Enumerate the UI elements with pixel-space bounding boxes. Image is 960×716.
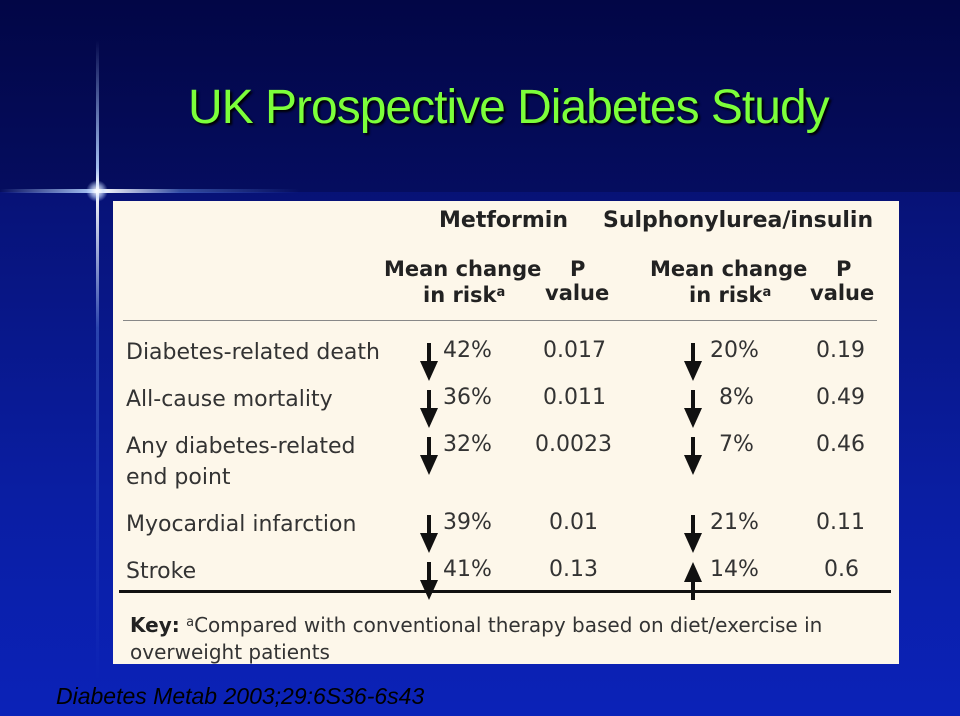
down-arrow-icon	[683, 390, 703, 428]
row-label: Any diabetes-related end point	[126, 434, 356, 490]
metformin-p-value: 0.01	[549, 510, 598, 535]
metformin-change: 42%	[443, 338, 492, 363]
met-in-risk-label: in riska	[423, 283, 506, 307]
key-divider	[119, 590, 891, 593]
sulphonylurea-p-value: 0.49	[816, 385, 865, 410]
down-arrow-icon	[419, 390, 439, 428]
sulphonylurea-change: 14%	[710, 557, 759, 582]
light-flare-horizontal	[0, 189, 300, 193]
up-arrow-icon	[683, 562, 703, 600]
sulphonylurea-change: 7%	[719, 432, 754, 457]
light-flare-vertical	[96, 40, 99, 680]
down-arrow-icon	[683, 515, 703, 553]
sulphonylurea-change: 8%	[719, 385, 754, 410]
metformin-p-value: 0.017	[543, 338, 606, 363]
metformin-header: Metformin	[439, 208, 568, 233]
header-divider	[123, 320, 877, 321]
metformin-change: 36%	[443, 385, 492, 410]
metformin-p-value: 0.0023	[535, 432, 612, 457]
results-table-panel: Metformin Sulphonylurea/insulin Mean cha…	[113, 201, 899, 664]
sul-in-risk-label: in riska	[689, 283, 772, 307]
down-arrow-icon	[683, 437, 703, 475]
down-arrow-icon	[419, 562, 439, 600]
slide-title: UK Prospective Diabetes Study	[188, 81, 830, 134]
sulphonylurea-p-value: 0.11	[816, 510, 865, 535]
sulphonylurea-p-value: 0.46	[816, 432, 865, 457]
down-arrow-icon	[683, 343, 703, 381]
down-arrow-icon	[419, 343, 439, 381]
citation: Diabetes Metab 2003;29:6S36-6s43	[56, 683, 425, 709]
sulphonylurea-header: Sulphonylurea/insulin	[603, 208, 874, 233]
metformin-change: 41%	[443, 557, 492, 582]
sul-mean-change-label: Mean change	[650, 257, 808, 281]
sul-value-label: value	[810, 281, 875, 305]
metformin-change: 39%	[443, 510, 492, 535]
title-band	[0, 0, 960, 192]
footnote-key: Key: aCompared with conventional therapy…	[130, 613, 823, 664]
down-arrow-icon	[419, 515, 439, 553]
row-label: All-cause mortality	[126, 387, 333, 412]
sulphonylurea-change: 21%	[710, 510, 759, 535]
row-label: Diabetes-related death	[126, 340, 380, 365]
met-value-label: value	[545, 281, 610, 305]
sul-p-label: P	[836, 257, 852, 281]
sulphonylurea-change: 20%	[710, 338, 759, 363]
metformin-p-value: 0.011	[543, 385, 606, 410]
metformin-p-value: 0.13	[549, 557, 598, 582]
row-label: Myocardial infarction	[126, 512, 357, 537]
sulphonylurea-p-value: 0.6	[824, 557, 859, 582]
row-label: Stroke	[126, 559, 197, 584]
met-p-label: P	[570, 257, 586, 281]
down-arrow-icon	[419, 437, 439, 475]
met-mean-change-label: Mean change	[384, 257, 542, 281]
sulphonylurea-p-value: 0.19	[816, 338, 865, 363]
light-flare-center	[86, 180, 108, 202]
metformin-change: 32%	[443, 432, 492, 457]
